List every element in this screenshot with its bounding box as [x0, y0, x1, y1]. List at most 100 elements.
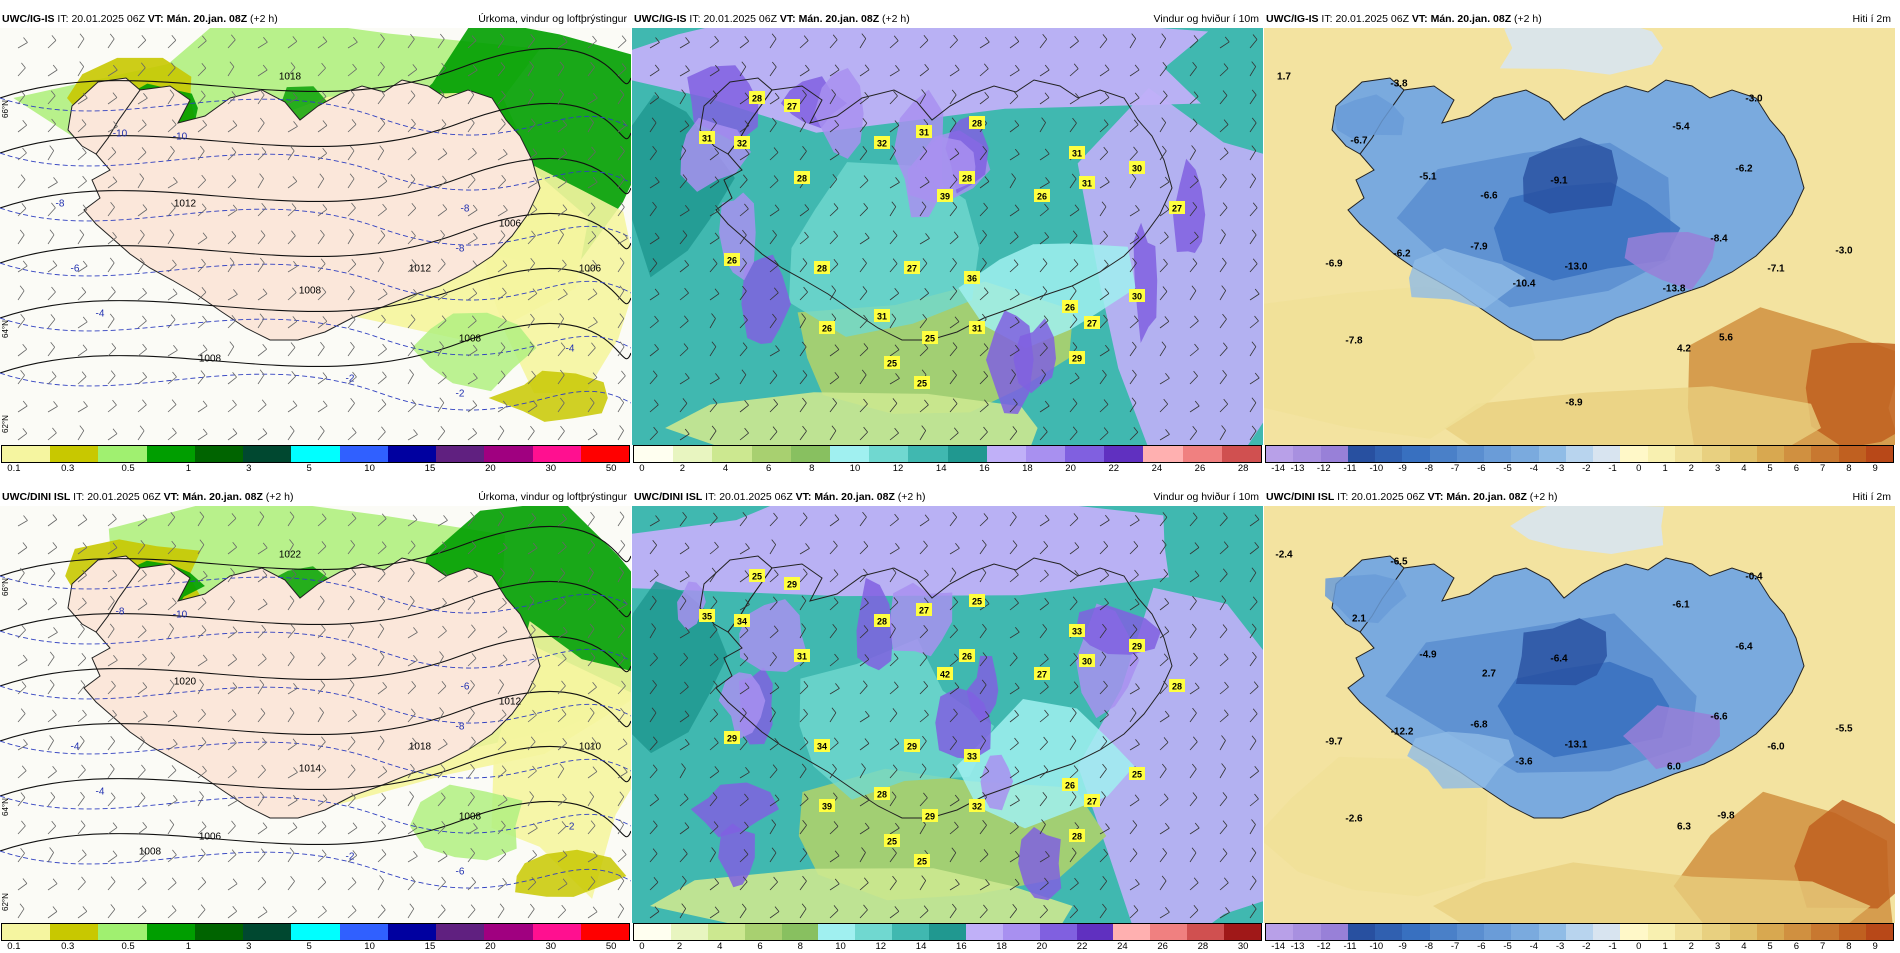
wind-barb — [739, 876, 748, 891]
wind-barb — [17, 147, 27, 161]
temperature-value: 5.6 — [1719, 333, 1733, 344]
temperature-value: -6.7 — [1350, 136, 1368, 147]
field-blob — [690, 782, 779, 838]
colorbar-legend: -14 -13 -12 -11 -10 -9 -8 -7 -6 -5 -4 -3 -2 -1 0 1 2 3 4 5 6… — [1264, 923, 1895, 953]
wind-barb — [679, 763, 686, 779]
wind-barb — [197, 821, 207, 835]
wind-barb — [557, 737, 568, 751]
field-blob — [1523, 137, 1618, 214]
wind-barb — [1039, 653, 1049, 667]
svg-text:27: 27 — [1087, 797, 1097, 807]
wind-barb — [47, 542, 58, 555]
panel-title: Úrkoma, vindur og loftþrýstingur — [478, 13, 627, 25]
svg-text:2.7: 2.7 — [1482, 669, 1496, 680]
wind-barb — [1189, 570, 1200, 583]
gust-label: 32 — [874, 136, 890, 149]
wind-barb — [77, 147, 87, 161]
wind-barb — [527, 400, 538, 413]
temperature-value: -6.8 — [1470, 720, 1488, 731]
wind-barb — [709, 288, 720, 301]
wind-barb — [709, 373, 720, 385]
wind-barb — [1069, 877, 1079, 891]
colorbar-tick-label: 2 — [679, 463, 686, 474]
svg-text:28: 28 — [877, 617, 887, 627]
wind-barb — [17, 62, 26, 77]
wind-barb — [317, 652, 326, 667]
wind-barb — [829, 285, 837, 301]
svg-text:-6: -6 — [71, 264, 80, 275]
wind-barb — [197, 203, 207, 217]
wind-barb — [287, 400, 298, 413]
wind-barb — [1069, 372, 1080, 385]
model-name: UWC/IG-IS — [1266, 13, 1319, 25]
wind-barb — [1069, 35, 1079, 49]
isobar-label: 1012 — [499, 697, 522, 708]
gust-label: 30 — [1129, 161, 1145, 174]
wind-barb — [467, 344, 478, 357]
wind-barb — [1219, 848, 1228, 863]
lead-time: (+2 h) — [897, 491, 926, 503]
wind-barb — [1159, 373, 1170, 385]
wind-barb — [679, 259, 690, 273]
wind-barb — [317, 794, 328, 807]
isobar-label: 1012 — [174, 199, 197, 210]
colorbar-tick-label: -5 — [1503, 463, 1512, 474]
colorbar-swatch — [146, 446, 195, 462]
wind-speed-field — [632, 28, 1263, 445]
colorbar-swatch — [1320, 924, 1348, 940]
wind-barb — [587, 117, 594, 133]
isobar-label: 1012 — [409, 264, 432, 275]
wind-barb — [1249, 623, 1257, 639]
wind-barb — [437, 341, 444, 357]
wind-barb — [437, 175, 447, 189]
wind-barb — [437, 570, 448, 583]
wind-barb — [197, 876, 207, 891]
wind-barb — [347, 822, 358, 835]
wind-barb — [587, 540, 596, 555]
wind-barb — [407, 342, 416, 357]
wind-barb — [347, 540, 356, 555]
gust-label: 26 — [819, 321, 835, 334]
wind-barb — [739, 36, 750, 49]
wind-barb — [979, 766, 990, 779]
wind-barb — [167, 145, 175, 161]
wind-barb — [829, 259, 839, 273]
wind-barb — [467, 653, 477, 667]
wind-barb — [377, 89, 385, 105]
wind-barb — [889, 543, 900, 555]
wind-barb — [889, 597, 899, 611]
wind-barb — [137, 62, 146, 77]
wind-barb — [1039, 624, 1048, 639]
wind-barb — [649, 343, 659, 357]
svg-text:-3.8: -3.8 — [1390, 79, 1408, 90]
wind-barb — [889, 906, 900, 919]
svg-text:-8: -8 — [461, 204, 470, 215]
colorbar-swatch — [929, 924, 966, 940]
wind-barb — [709, 541, 719, 555]
colorbar-tick-label: -9 — [1398, 941, 1407, 952]
wind-barb — [1099, 514, 1110, 527]
wind-barb — [47, 118, 56, 133]
svg-text:29: 29 — [1132, 642, 1142, 652]
wind-barb — [137, 147, 147, 161]
wind-barb — [617, 285, 625, 301]
wind-barb — [1039, 736, 1048, 751]
colorbar-tick-label: 1 — [185, 941, 192, 952]
wind-barb — [1249, 397, 1257, 413]
wind-barb — [467, 260, 478, 273]
wind-barb — [77, 820, 86, 835]
colorbar-tick-label: -5 — [1503, 941, 1512, 952]
colorbar-swatch — [484, 446, 533, 462]
wind-barb — [1249, 765, 1260, 779]
temperature-value: -4.9 — [1419, 650, 1437, 661]
wind-barb — [1129, 905, 1139, 919]
wind-barb — [527, 850, 538, 863]
wind-barb — [1099, 903, 1107, 919]
wind-barb — [47, 820, 57, 835]
wind-barb — [829, 653, 839, 667]
wind-barb — [107, 286, 116, 301]
wind-barb — [527, 370, 536, 385]
colorbar-tick-label: 15 — [424, 463, 436, 474]
colorbar-swatch — [1002, 924, 1040, 940]
wind-barb — [979, 176, 990, 189]
